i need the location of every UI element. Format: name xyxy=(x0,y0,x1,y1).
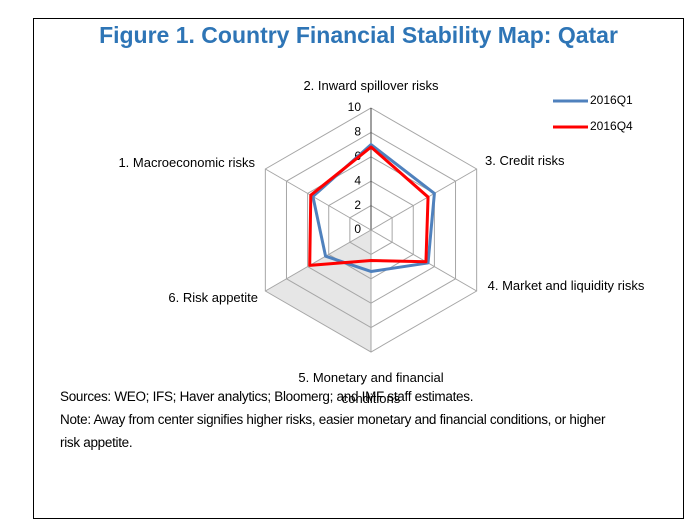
category-label: 5. Monetary and financial conditions xyxy=(298,370,444,406)
category-label: 2. Inward spillover risks xyxy=(303,78,439,93)
chart-title: Figure 1. Country Financial Stability Ma… xyxy=(99,22,618,48)
r-tick-label: 8 xyxy=(354,125,361,139)
r-tick-label: 0 xyxy=(354,222,361,236)
spoke xyxy=(370,168,477,231)
category-label: 4. Market and liquidity risks xyxy=(487,278,645,293)
category-label: 1. Macroeconomic risks xyxy=(118,155,255,170)
frame xyxy=(33,18,684,519)
category-label: 6. Risk appetite xyxy=(168,290,258,305)
note: Note: Away from center signifies higher … xyxy=(60,412,606,450)
spoke xyxy=(265,229,372,292)
series-line xyxy=(308,145,430,267)
spoke xyxy=(265,168,372,231)
legend-label: 2016Q4 xyxy=(590,119,633,133)
category-label: 3. Credit risks xyxy=(485,153,565,168)
r-tick-label: 2 xyxy=(354,198,361,212)
sources: Sources: WEO; IFS; Haver analytics; Bloo… xyxy=(60,389,474,404)
shaded-sector xyxy=(265,230,371,352)
series-line xyxy=(311,143,436,273)
r-tick-label: 4 xyxy=(354,173,361,187)
legend-label: 2016Q1 xyxy=(590,93,633,107)
r-tick-label: 10 xyxy=(348,100,362,114)
